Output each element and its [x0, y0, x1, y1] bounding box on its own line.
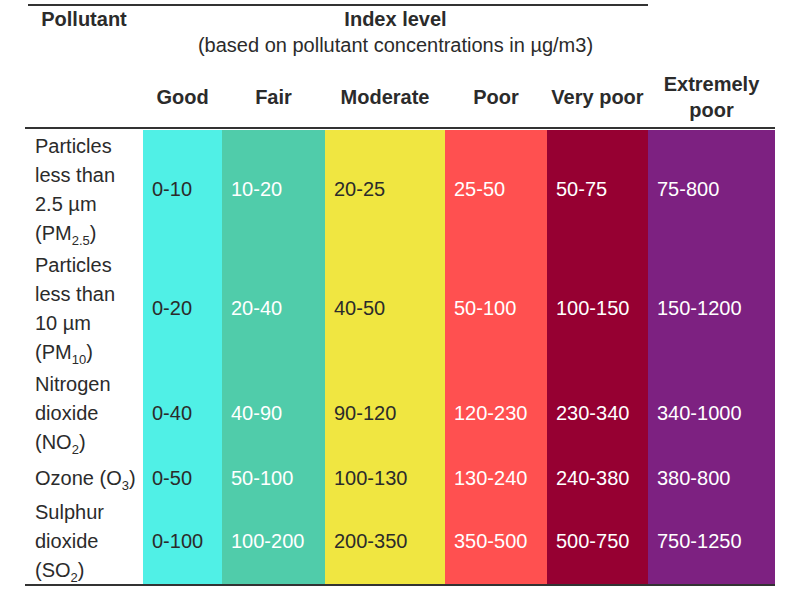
- column-header-good: Good: [143, 70, 222, 124]
- cell-so2-moderate: 200-350: [325, 498, 445, 584]
- cell-o3-poor: 130-240: [445, 458, 547, 498]
- cell-o3-extremely-poor: 380-800: [648, 458, 775, 498]
- cell-pm25-poor: 25-50: [445, 130, 547, 249]
- pollutant-name-o3: Ozone (O3): [25, 458, 143, 498]
- column-header-extremely-poor: Extremely poor: [648, 70, 775, 124]
- pollutant-name-so2: Sulphur dioxide (SO2): [25, 498, 143, 584]
- cell-pm25-very-poor: 50-75: [547, 130, 648, 249]
- cell-o3-very-poor: 240-380: [547, 458, 648, 498]
- cell-no2-good: 0-40: [143, 368, 222, 458]
- cell-no2-fair: 40-90: [222, 368, 325, 458]
- cell-o3-fair: 50-100: [222, 458, 325, 498]
- cell-pm10-poor: 50-100: [445, 249, 547, 368]
- cell-so2-poor: 350-500: [445, 498, 547, 584]
- cell-o3-good: 0-50: [143, 458, 222, 498]
- cell-pm10-moderate: 40-50: [325, 249, 445, 368]
- cell-pm10-good: 0-20: [143, 249, 222, 368]
- cell-so2-extremely-poor: 750-1250: [648, 498, 775, 584]
- cell-so2-good: 0-100: [143, 498, 222, 584]
- cell-pm10-fair: 20-40: [222, 249, 325, 368]
- cell-no2-extremely-poor: 340-1000: [648, 368, 775, 458]
- cell-pm25-moderate: 20-25: [325, 130, 445, 249]
- cell-pm10-extremely-poor: 150-1200: [648, 249, 775, 368]
- column-header-very-poor: Very poor: [547, 70, 648, 124]
- cell-o3-moderate: 100-130: [325, 458, 445, 498]
- pollutant-name-pm10: Particles less than 10 µm (PM10): [25, 249, 143, 368]
- cell-so2-fair: 100-200: [222, 498, 325, 584]
- cell-pm25-fair: 10-20: [222, 130, 325, 249]
- index-level-subtitle: (based on pollutant concentrations in µg…: [143, 34, 648, 57]
- cell-no2-very-poor: 230-340: [547, 368, 648, 458]
- cell-pm10-very-poor: 100-150: [547, 249, 648, 368]
- column-header-poor: Poor: [445, 70, 547, 124]
- table-body: Particles less than 2.5 µm (PM2.5) 0-10 …: [25, 130, 775, 584]
- header-underline: [25, 127, 775, 129]
- column-header-moderate: Moderate: [325, 70, 445, 124]
- index-level-title: Index level: [143, 8, 648, 31]
- pollutant-column-header: Pollutant: [25, 8, 143, 31]
- air-quality-index-table: Pollutant Index level (based on pollutan…: [0, 0, 795, 591]
- pollutant-name-no2: Nitrogen dioxide (NO2): [25, 368, 143, 458]
- cell-no2-poor: 120-230: [445, 368, 547, 458]
- top-border-line: [28, 4, 648, 6]
- bottom-border-line: [25, 584, 775, 586]
- pollutant-name-pm25: Particles less than 2.5 µm (PM2.5): [25, 130, 143, 249]
- cell-so2-very-poor: 500-750: [547, 498, 648, 584]
- column-header-fair: Fair: [222, 70, 325, 124]
- cell-no2-moderate: 90-120: [325, 368, 445, 458]
- cell-pm25-extremely-poor: 75-800: [648, 130, 775, 249]
- cell-pm25-good: 0-10: [143, 130, 222, 249]
